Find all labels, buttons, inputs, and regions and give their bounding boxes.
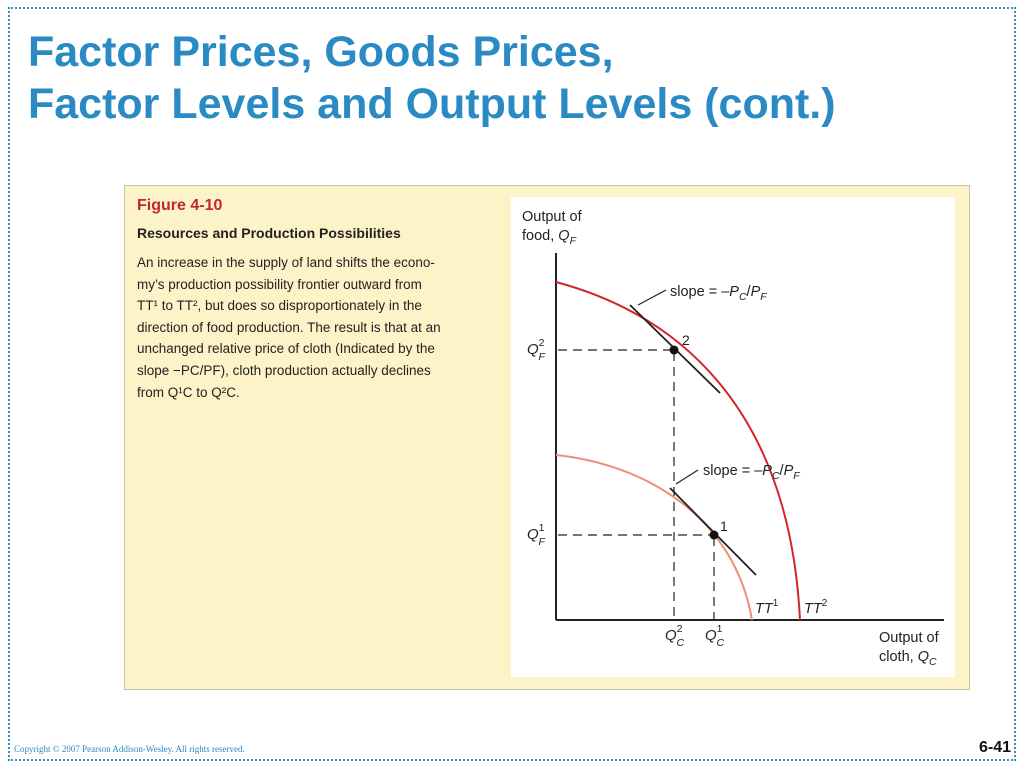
slide-title-line-2: Factor Levels and Output Levels (cont.)	[28, 80, 836, 128]
tt2-curve	[555, 281, 801, 621]
slide-title-line-1: Factor Prices, Goods Prices,	[28, 28, 614, 76]
lower-slope-leader	[675, 469, 699, 485]
figure-description: An increase in the supply of land shifts…	[137, 252, 487, 403]
qf2-tick-label: Q2 F	[527, 337, 546, 363]
slide-border	[8, 7, 1016, 761]
figure-caption: Figure 4-10 Resources and Production Pos…	[137, 194, 487, 403]
description-line-3: TT¹ to TT², but does so disproportionate…	[137, 298, 422, 314]
x-axis-label-line-1: Output of	[879, 630, 940, 646]
upper-slope-leader	[637, 289, 667, 306]
page-number: 6-41	[978, 739, 1011, 756]
description-line-5: unchanged relative price of cloth (Indic…	[137, 341, 435, 357]
upper-slope-label: slope = –PC/PF	[670, 284, 767, 303]
qf1-tick-label: Q1 F	[527, 522, 546, 548]
ppf-diagram: 2 1 slope = –PC/PF slope = –PC/PF Output…	[511, 197, 955, 677]
description-line-4: direction of food production. The result…	[137, 319, 441, 335]
lower-slope-label: slope = –PC/PF	[703, 463, 800, 482]
description-line-2: my’s production possibility frontier out…	[137, 276, 422, 292]
x-axis-label-line-2: cloth, QC	[879, 649, 937, 668]
point-1-label: 1	[720, 518, 728, 534]
tt1-label: TT1	[755, 598, 779, 617]
point-2-label: 2	[682, 332, 690, 348]
figure-label: Figure 4-10	[137, 197, 223, 214]
description-line-6: slope −PC/PF), cloth production actually…	[137, 362, 431, 378]
description-line-7: from Q¹C to Q²C.	[137, 384, 240, 400]
copyright-notice: Copyright © 2007 Pearson Addison-Wesley.…	[14, 744, 245, 754]
y-axis-label-line-2: food, QF	[522, 228, 577, 247]
point-1-marker	[709, 530, 719, 540]
qc2-tick-label: Q2 C	[665, 623, 685, 649]
qc1-tick-label: Q1 C	[705, 623, 725, 649]
tt1-curve	[555, 454, 753, 621]
description-line-1: An increase in the supply of land shifts…	[137, 255, 435, 270]
y-axis-label-line-1: Output of	[522, 209, 583, 225]
point-2-marker	[669, 345, 679, 355]
figure-title: Resources and Production Possibilities	[137, 225, 401, 241]
tt2-label: TT2	[804, 598, 828, 617]
slide-title: Factor Prices, Goods Prices, Factor Leve…	[28, 26, 836, 130]
